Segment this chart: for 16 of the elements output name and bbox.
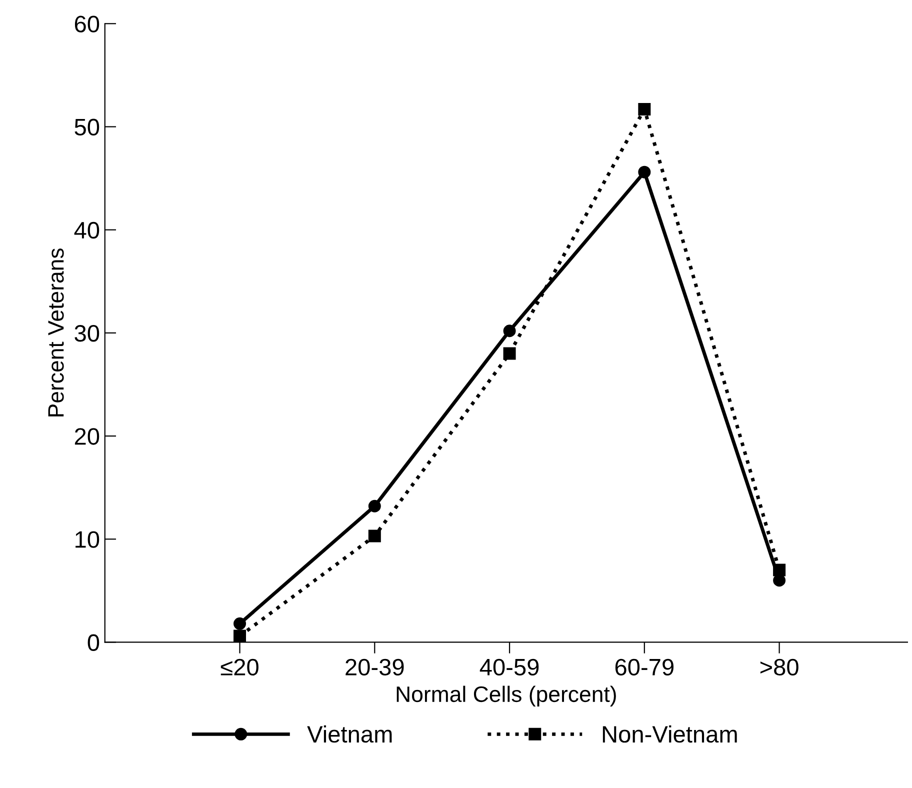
legend-label: Non-Vietnam bbox=[602, 725, 737, 743]
y-tick-label: 50 bbox=[74, 118, 100, 136]
x-tick-label: 20-39 bbox=[346, 658, 404, 676]
x-axis-title: Normal Cells (percent) bbox=[396, 686, 616, 706]
x-tick-label: 40-59 bbox=[480, 658, 539, 676]
legend-label: Vietnam bbox=[307, 725, 392, 743]
y-tick-label: 60 bbox=[74, 16, 100, 32]
y-axis-title: Percent Veterans bbox=[48, 248, 64, 416]
y-tick-label: 0 bbox=[88, 634, 100, 652]
y-tick-label: 40 bbox=[74, 222, 100, 239]
x-tick-label: ≤20 bbox=[220, 658, 258, 676]
y-tick-label: 20 bbox=[74, 428, 100, 445]
y-tick-label: 10 bbox=[76, 531, 100, 548]
x-tick-label: 60-79 bbox=[615, 658, 674, 676]
y-tick-label: 30 bbox=[74, 325, 100, 342]
x-tick-label: >80 bbox=[760, 658, 798, 676]
